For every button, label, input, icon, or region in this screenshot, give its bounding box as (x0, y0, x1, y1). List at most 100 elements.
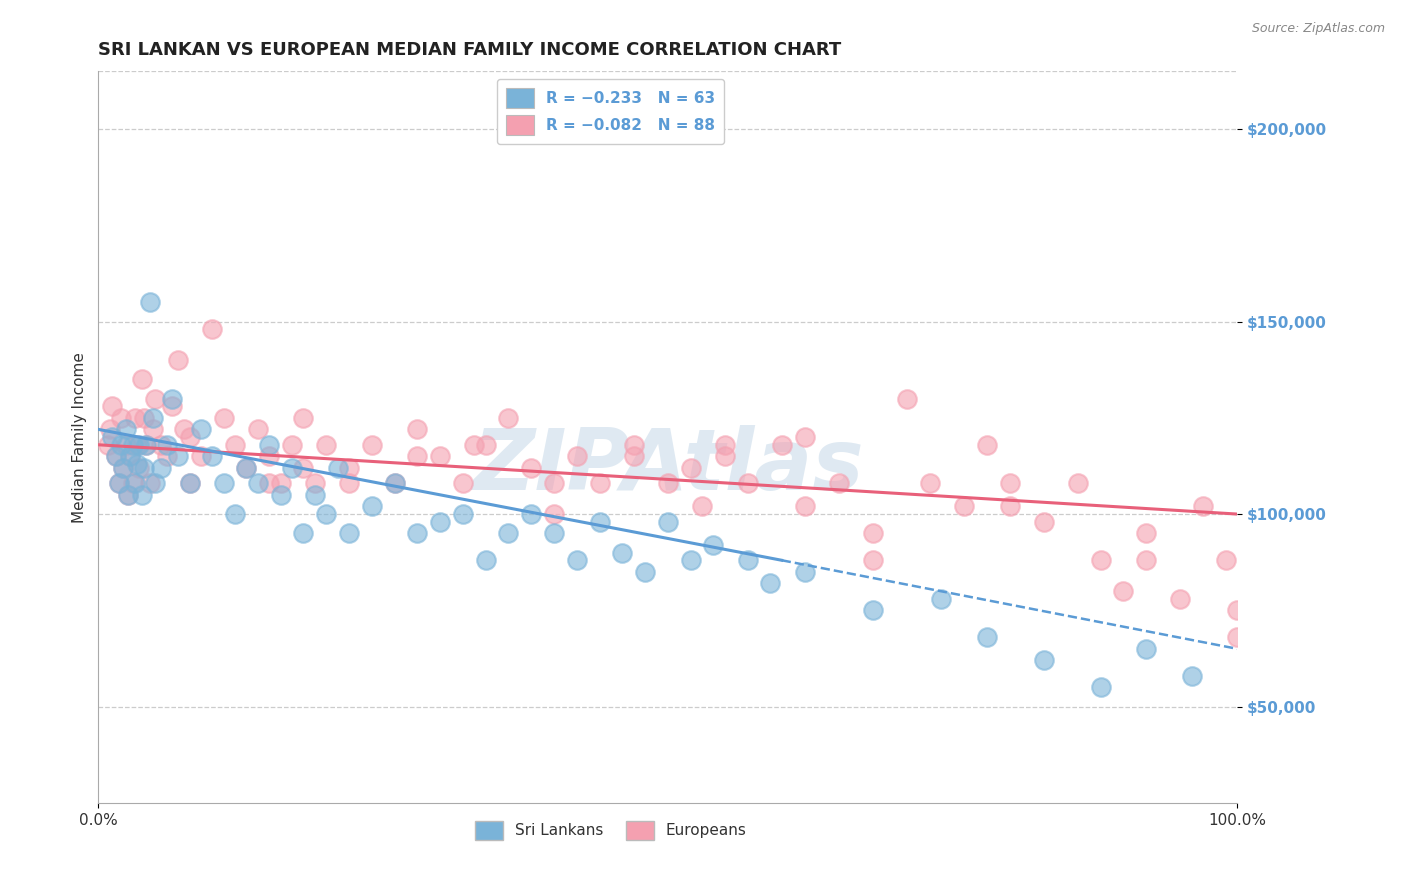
Point (474, 438, 496, 452)
Point (173, 422, 195, 436)
Point (702, 538, 724, 552)
Point (612, 545, 634, 559)
Point (1226, 603, 1249, 617)
Point (304, 476, 326, 491)
Point (1170, 591, 1192, 606)
Text: Source: ZipAtlas.com: Source: ZipAtlas.com (1251, 22, 1385, 36)
Point (1135, 553, 1157, 567)
Point (896, 392, 918, 406)
Point (104, 450, 127, 464)
Point (98, 422, 121, 436)
Point (124, 476, 146, 491)
Point (246, 476, 269, 491)
Text: ZIPAtlas: ZIPAtlas (472, 425, 863, 508)
Point (998, 500, 1021, 514)
Point (862, 526, 884, 541)
Point (1032, 515, 1054, 529)
Point (406, 450, 429, 464)
Point (679, 553, 702, 567)
Point (212, 476, 235, 491)
Point (117, 488, 139, 502)
Point (235, 461, 257, 475)
Point (565, 553, 588, 567)
Point (759, 576, 782, 591)
Point (101, 399, 124, 413)
Point (112, 461, 135, 475)
Point (406, 422, 429, 436)
Point (360, 500, 382, 514)
Point (101, 430, 124, 444)
Point (132, 410, 155, 425)
Point (270, 476, 292, 491)
Point (657, 515, 679, 529)
Point (167, 353, 190, 368)
Point (337, 476, 360, 491)
Point (110, 438, 132, 452)
Point (998, 476, 1021, 491)
Point (121, 438, 143, 452)
Point (1192, 500, 1215, 514)
Point (270, 488, 292, 502)
Point (543, 507, 565, 521)
Point (520, 461, 543, 475)
Point (474, 553, 496, 567)
Point (543, 526, 565, 541)
Point (520, 507, 543, 521)
Point (463, 438, 485, 452)
Point (110, 410, 132, 425)
Point (201, 322, 224, 336)
Point (259, 438, 281, 452)
Point (104, 450, 127, 464)
Point (657, 476, 679, 491)
Point (235, 461, 257, 475)
Point (565, 450, 588, 464)
Point (976, 438, 998, 452)
Text: SRI LANKAN VS EUROPEAN MEDIAN FAMILY INCOME CORRELATION CHART: SRI LANKAN VS EUROPEAN MEDIAN FAMILY INC… (98, 41, 842, 59)
Point (862, 603, 884, 617)
Point (108, 476, 131, 491)
Point (588, 515, 610, 529)
Point (138, 476, 160, 491)
Point (315, 507, 337, 521)
Point (1181, 669, 1204, 683)
Point (138, 295, 160, 310)
Point (1032, 653, 1054, 667)
Point (167, 450, 190, 464)
Point (128, 438, 150, 452)
Point (117, 488, 139, 502)
Point (793, 565, 815, 579)
Point (634, 565, 657, 579)
Point (112, 461, 135, 475)
Point (135, 438, 157, 452)
Point (451, 507, 474, 521)
Point (770, 438, 793, 452)
Point (156, 450, 179, 464)
Point (1226, 630, 1249, 644)
Point (623, 438, 645, 452)
Point (124, 410, 146, 425)
Point (162, 392, 184, 406)
Point (145, 476, 167, 491)
Point (862, 553, 884, 567)
Point (179, 430, 201, 444)
Point (224, 438, 246, 452)
Point (108, 476, 131, 491)
Point (953, 500, 976, 514)
Point (135, 438, 157, 452)
Point (1067, 476, 1090, 491)
Point (679, 461, 702, 475)
Point (384, 476, 406, 491)
Point (714, 450, 737, 464)
Point (156, 438, 179, 452)
Point (1090, 681, 1112, 695)
Point (918, 476, 941, 491)
Point (121, 476, 143, 491)
Point (451, 476, 474, 491)
Point (1135, 526, 1157, 541)
Point (150, 438, 173, 452)
Point (315, 438, 337, 452)
Point (498, 410, 520, 425)
Point (145, 392, 167, 406)
Point (131, 488, 153, 502)
Point (929, 591, 952, 606)
